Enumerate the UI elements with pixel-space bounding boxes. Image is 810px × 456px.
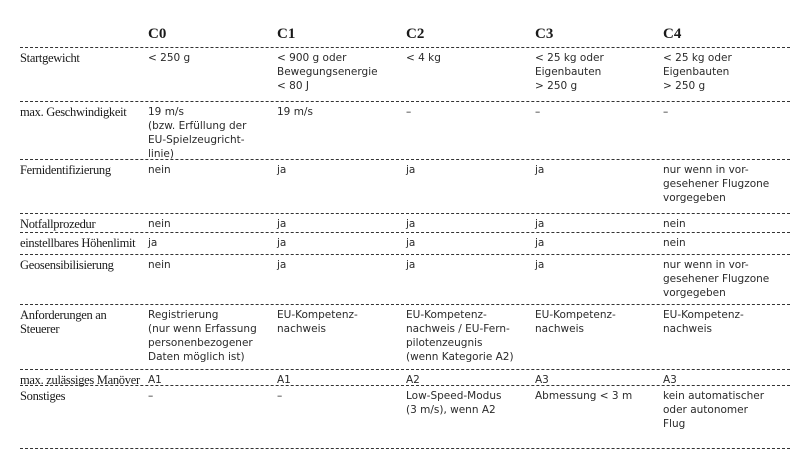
table-cell: < 4 kg (406, 52, 441, 64)
table-cell: A3 (663, 374, 677, 386)
table-row: Startgewicht < 250 g < 900 g oder Bewegung… (20, 48, 790, 102)
table-cell: ja (535, 218, 545, 230)
table-cell: – (663, 106, 669, 118)
table-cell: < 25 kg oder Eigenbauten > 250 g (535, 52, 604, 92)
table-cell: ja (406, 218, 416, 230)
table-cell: nein (148, 259, 171, 271)
table-cell: 19 m/s (277, 106, 313, 118)
table-header: C0 C1 C2 C3 C4 (20, 0, 790, 48)
table-row: max. Geschwindigkeit 19 m/s (bzw. Erfüllu… (20, 102, 790, 160)
table-cell: – (535, 106, 541, 118)
column-header-c0: C0 (148, 26, 167, 42)
table-cell: nein (148, 218, 171, 230)
table-cell: A1 (148, 374, 162, 386)
table-cell: A2 (406, 374, 420, 386)
row-label: Fernidentifizierung (20, 163, 111, 177)
table-cell: ja (406, 237, 416, 249)
table-cell: EU-Kompetenz- nachweis / EU-Fern- pilote… (406, 309, 514, 363)
table-cell: ja (277, 237, 287, 249)
row-label: einstellbares Höhenlimit (20, 236, 136, 250)
row-label: Sonstiges (20, 389, 66, 403)
table-cell: ja (535, 164, 545, 176)
table-cell: Low-Speed-Modus (3 m/s), wenn A2 (406, 390, 502, 416)
table-cell: nein (663, 237, 686, 249)
table-cell: kein automatischer oder autonomer Flug (663, 390, 765, 430)
table-cell: 19 m/s (bzw. Erfüllung der EU-Spielzeugr… (148, 106, 247, 160)
row-label: Geosensibilisierung (20, 258, 114, 272)
table-cell: < 250 g (148, 52, 191, 64)
table-cell: nur wenn in vor- gesehener Flugzone vorg… (663, 164, 770, 204)
row-label: Notfallprozedur (20, 217, 96, 231)
table-cell: < 900 g oder Bewegungsenergie < 80 J (277, 52, 378, 92)
table-cell: Abmessung < 3 m (535, 390, 633, 402)
table-cell: EU-Kompetenz- nachweis (663, 309, 744, 335)
table-row: Anforderungen an Steuerer Registrierung (… (20, 305, 790, 370)
table-row: max. zulässiges Manöver A1 A1 A2 A3 A3 (20, 370, 790, 387)
row-label: Anforderungen an Steuerer (20, 308, 107, 336)
table-row: Fernidentifizierung nein ja ja ja nur wenn in… (20, 160, 790, 214)
table-row: Notfallprozedur nein ja ja ja nein (20, 214, 790, 233)
table-row: einstellbares Höhenlimit ja ja ja ja nein (20, 233, 790, 255)
drone-class-table: C0 C1 C2 C3 C4 Startgewicht < 250 g < 900 … (20, 0, 790, 449)
table-cell: Registrierung (nur wenn Erfassung person… (148, 309, 257, 363)
column-header-c4: C4 (663, 26, 682, 42)
table-cell: nein (148, 164, 171, 176)
table-row: Sonstiges – – Low-Speed-Modus (3 m/s), wenn… (20, 386, 790, 449)
table-cell: ja (535, 237, 545, 249)
table-cell: nur wenn in vor- gesehener Flugzone vorg… (663, 259, 770, 299)
table-cell: nein (663, 218, 686, 230)
table-cell: ja (277, 218, 287, 230)
table-cell: – (277, 390, 283, 402)
column-header-c1: C1 (277, 26, 296, 42)
row-label: max. Geschwindigkeit (20, 105, 127, 119)
table-cell: EU-Kompetenz- nachweis (277, 309, 358, 335)
table-cell: ja (406, 164, 416, 176)
table-cell: – (148, 390, 154, 402)
table-cell: A3 (535, 374, 549, 386)
row-label: max. zulässiges Manöver (20, 373, 140, 387)
table-row: Geosensibilisierung nein ja ja ja nur wenn in… (20, 255, 790, 305)
table-cell: ja (148, 237, 158, 249)
table-cell: < 25 kg oder Eigenbauten > 250 g (663, 52, 732, 92)
table-cell: ja (277, 164, 287, 176)
column-header-c3: C3 (535, 26, 554, 42)
row-label: Startgewicht (20, 51, 80, 65)
table-cell: – (406, 106, 412, 118)
table-cell: ja (535, 259, 545, 271)
column-header-c2: C2 (406, 26, 425, 42)
table-cell: EU-Kompetenz- nachweis (535, 309, 616, 335)
table-cell: ja (277, 259, 287, 271)
table-cell: ja (406, 259, 416, 271)
table-cell: A1 (277, 374, 291, 386)
